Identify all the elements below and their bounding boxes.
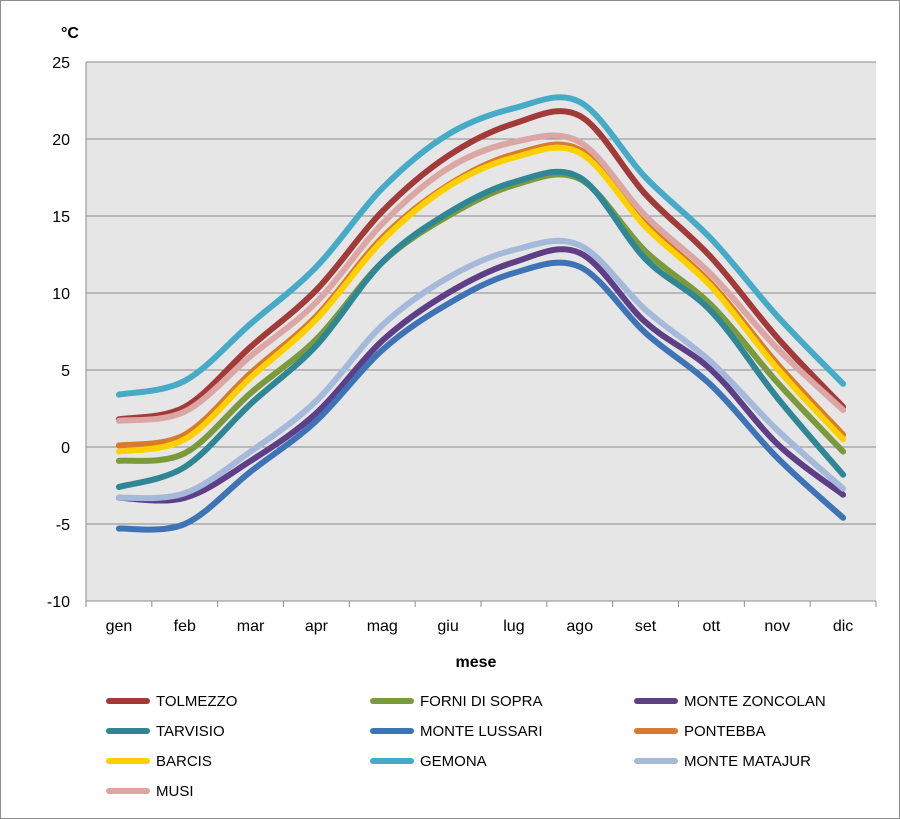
x-tick-label: ott [703,618,721,635]
y-tick-label: 20 [52,132,70,149]
legend-label-gemona: GEMONA [420,753,487,770]
x-tick-label: set [635,618,657,635]
x-tick-label: nov [764,618,790,635]
x-tick-label: gen [106,618,133,635]
x-tick-label: apr [305,618,329,635]
legend-label-musi: MUSI [156,783,194,800]
legend-label-monte-lussari: MONTE LUSSARI [420,723,543,740]
legend-label-tolmezzo: TOLMEZZO [156,693,237,710]
plot-area [86,62,876,601]
x-tick-label: giu [437,618,458,635]
x-tick-label: mag [367,618,398,635]
series-line-monte-matajur [115,237,847,502]
y-tick-label: 25 [52,55,70,72]
y-tick-label: 15 [52,209,70,226]
y-tick-label: -10 [47,594,70,611]
y-tick-label: 0 [61,440,70,457]
series-line-tarvisio [115,168,847,490]
series-line-gemona [115,94,847,398]
series-line-barcis [115,144,847,455]
x-tick-label: lug [503,618,524,635]
series-line-monte-zoncolan [115,246,847,504]
x-axis-title: mese [456,654,497,671]
x-tick-label: ago [566,618,593,635]
legend-label-pontebba: PONTEBBA [684,723,766,740]
legend-label-monte-matajur: MONTE MATAJUR [684,753,811,770]
legend: TOLMEZZO FORNI DI SOPRA MONTE ZONCOLAN TARV… [106,693,826,800]
series-line-tolmezzo [115,108,847,423]
legend-label-barcis: BARCIS [156,753,212,770]
y-tick-label: 5 [61,363,70,380]
x-tick-label: feb [174,618,196,635]
legend-label-forni-di-sopra: FORNI DI SOPRA [420,693,543,710]
y-axis-title: °C [61,25,79,42]
series-line-monte-lussari [115,259,847,533]
legend-label-monte-zoncolan: MONTE ZONCOLAN [684,693,826,710]
series-line-forni-di-sopra [115,171,847,464]
series-line-musi [115,132,847,424]
legend-label-tarvisio: TARVISIO [156,723,225,740]
x-tick-label: dic [833,618,853,635]
y-tick-label: -5 [56,517,70,534]
x-tick-label: mar [237,618,265,635]
y-tick-label: 10 [52,286,70,303]
